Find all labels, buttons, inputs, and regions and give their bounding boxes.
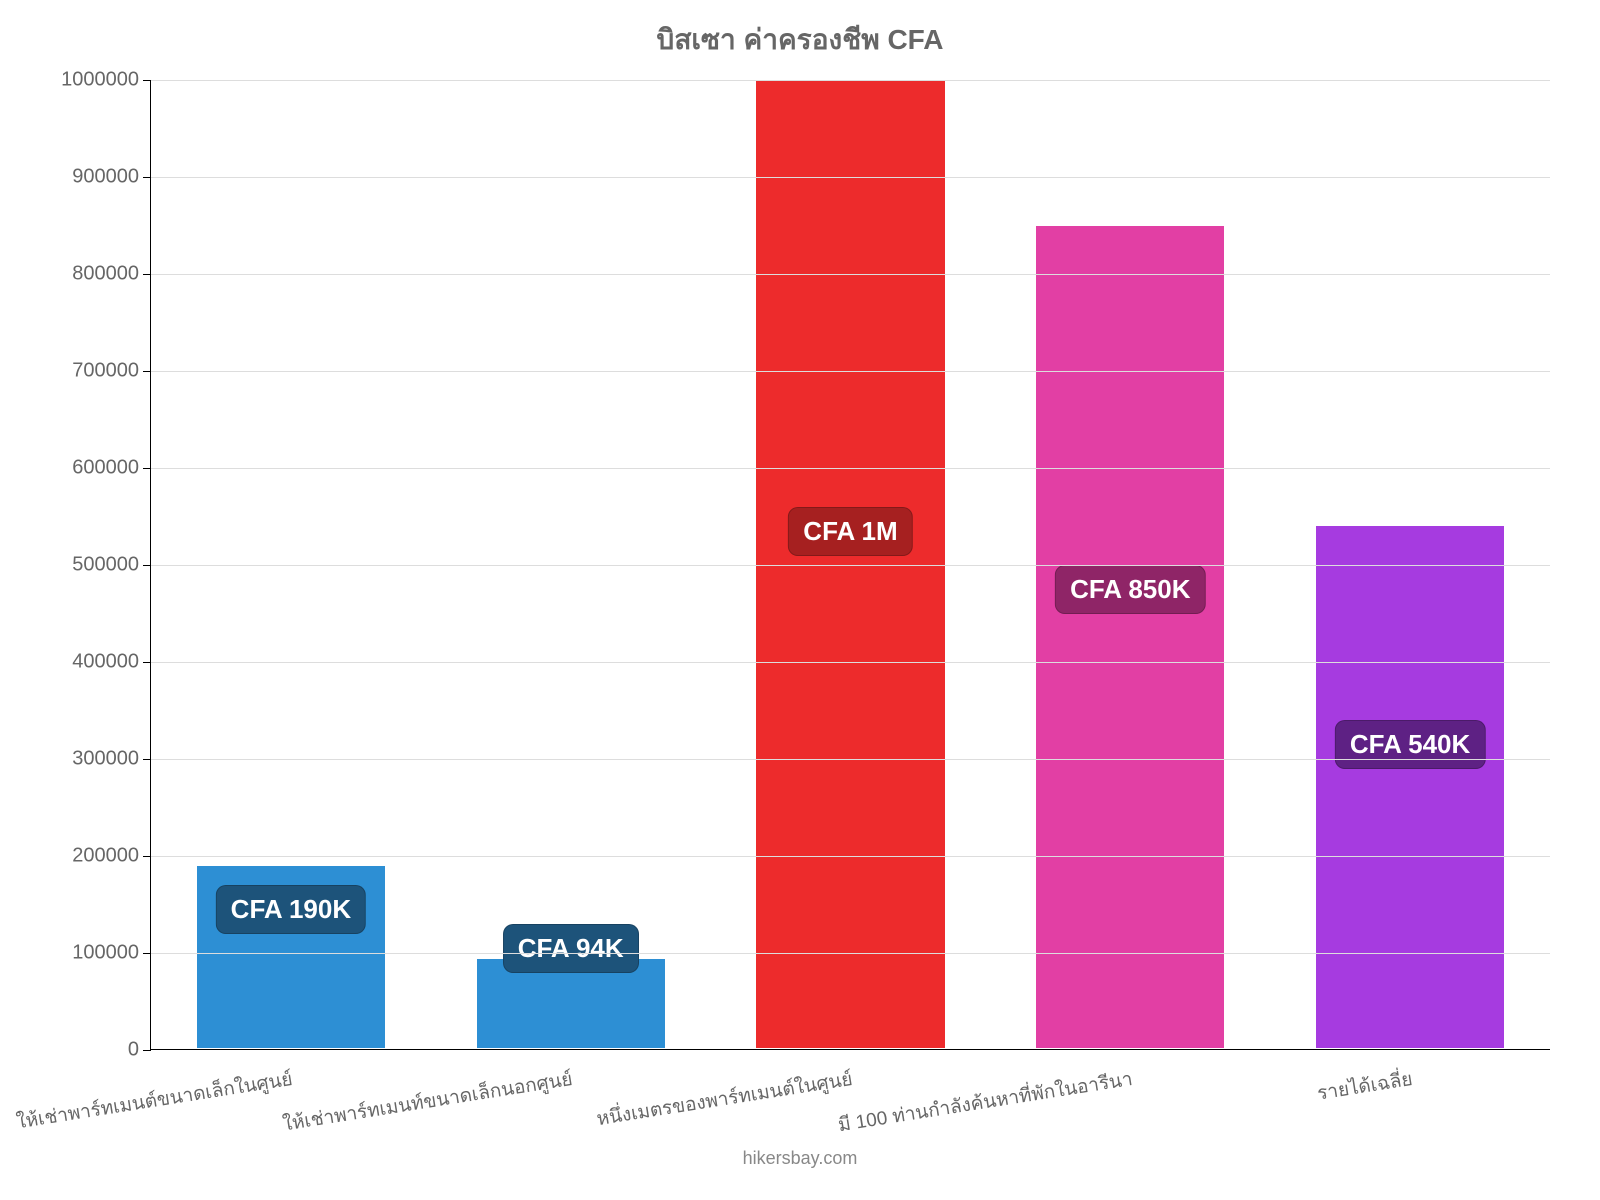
bar xyxy=(755,79,945,1049)
ytick-label: 900000 xyxy=(72,166,139,189)
ytick-label: 600000 xyxy=(72,457,139,480)
grid-line xyxy=(151,856,1550,857)
grid-line xyxy=(151,759,1550,760)
ytick-mark xyxy=(143,1050,151,1051)
ytick-label: 200000 xyxy=(72,845,139,868)
ytick-mark xyxy=(143,565,151,566)
ytick-label: 800000 xyxy=(72,263,139,286)
grid-line xyxy=(151,953,1550,954)
grid-line xyxy=(151,468,1550,469)
x-axis-label: ให้เช่าพาร์ทเมนต์ขนาดเล็กในศูนย์ xyxy=(14,1064,294,1137)
ytick-mark xyxy=(143,759,151,760)
x-axis-label: ให้เช่าพาร์ทเมนท์ขนาดเล็กนอกศูนย์ xyxy=(281,1064,575,1139)
plot-area: CFA 190KCFA 94KCFA 1MCFA 850KCFA 540K 01… xyxy=(150,80,1550,1050)
chart-container: บิสเซา ค่าครองชีพ CFA CFA 190K CFA 94K CFA… xyxy=(0,0,1600,1200)
credit-text: hikersbay.com xyxy=(0,1148,1600,1169)
ytick-label: 500000 xyxy=(72,554,139,577)
bar xyxy=(1315,525,1505,1049)
ytick-label: 400000 xyxy=(72,651,139,674)
value-label: CFA 94K xyxy=(503,924,639,973)
grid-line xyxy=(151,80,1550,81)
ytick-label: 100000 xyxy=(72,942,139,965)
x-axis-label: รายได้เฉลี่ย xyxy=(1315,1064,1415,1109)
grid-line xyxy=(151,565,1550,566)
ytick-label: 300000 xyxy=(72,748,139,771)
value-label: CFA 850K xyxy=(1055,565,1205,614)
ytick-mark xyxy=(143,856,151,857)
grid-line xyxy=(151,274,1550,275)
value-label: CFA 540K xyxy=(1335,720,1485,769)
ytick-mark xyxy=(143,80,151,81)
x-axis-label: มี 100 ท่านกำลังค้นหาที่พักในอารีนา xyxy=(836,1064,1135,1140)
bar xyxy=(1035,225,1225,1050)
ytick-mark xyxy=(143,371,151,372)
x-axis-label: หนึ่งเมตรของพาร์ทเมนต์ในศูนย์ xyxy=(594,1064,854,1134)
value-label: CFA 1M xyxy=(788,507,912,556)
ytick-label: 700000 xyxy=(72,360,139,383)
grid-line xyxy=(151,177,1550,178)
ytick-label: 1000000 xyxy=(61,69,139,92)
grid-line xyxy=(151,371,1550,372)
ytick-mark xyxy=(143,177,151,178)
chart-title: บิสเซา ค่าครองชีพ CFA xyxy=(0,18,1600,62)
ytick-label: 0 xyxy=(128,1039,139,1062)
ytick-mark xyxy=(143,953,151,954)
value-label: CFA 190K xyxy=(216,885,366,934)
ytick-mark xyxy=(143,662,151,663)
ytick-mark xyxy=(143,468,151,469)
grid-line xyxy=(151,662,1550,663)
ytick-mark xyxy=(143,274,151,275)
